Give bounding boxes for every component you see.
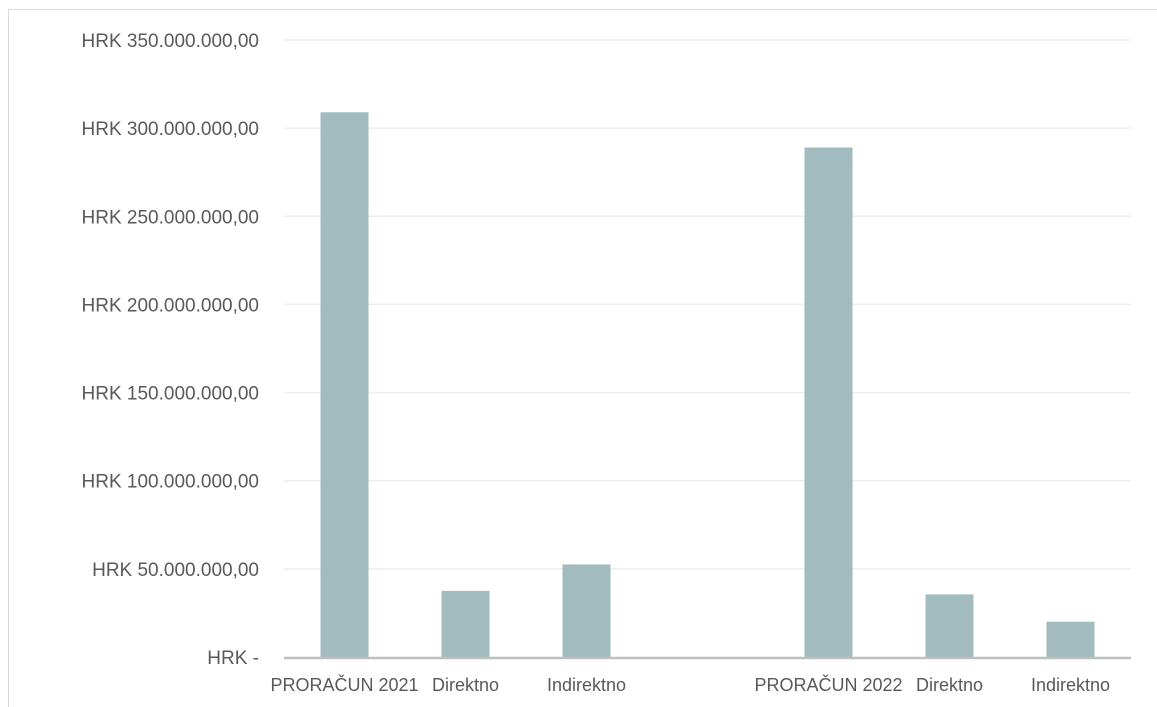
y-tick-label: HRK 300.000.000,00 <box>82 119 259 140</box>
y-tick-label: HRK 200.000.000,00 <box>82 295 259 316</box>
chart-frame <box>8 9 1157 707</box>
y-tick-label: HRK 350.000.000,00 <box>82 31 259 52</box>
bars <box>320 112 1095 657</box>
bar <box>804 147 853 657</box>
y-tick-label: HRK 250.000.000,00 <box>82 207 259 228</box>
y-tick-label: HRK 100.000.000,00 <box>82 472 259 493</box>
x-category-label: PRORAČUN 2021 <box>270 674 418 695</box>
x-axis-category-labels: PRORAČUN 2021 Direktno Indirektno PRORAČUN … <box>270 674 1110 695</box>
x-category-label: PRORAČUN 2022 <box>754 674 902 695</box>
bar <box>1046 621 1095 657</box>
bar <box>925 594 974 657</box>
x-category-label: Indirektno <box>1031 675 1110 695</box>
x-category-label: Direktno <box>916 675 983 695</box>
x-category-label: Indirektno <box>547 675 626 695</box>
y-axis-tick-labels: HRK - HRK 50.000.000,00 HRK 100.000.000,00… <box>82 31 259 669</box>
bar <box>562 564 611 657</box>
bar <box>320 112 369 657</box>
gridlines <box>284 39 1131 570</box>
bar <box>441 590 490 657</box>
y-tick-label: HRK 150.000.000,00 <box>82 384 259 405</box>
y-tick-label: HRK 50.000.000,00 <box>92 560 259 581</box>
y-tick-label: HRK - <box>207 648 259 669</box>
x-category-label: Direktno <box>432 675 499 695</box>
